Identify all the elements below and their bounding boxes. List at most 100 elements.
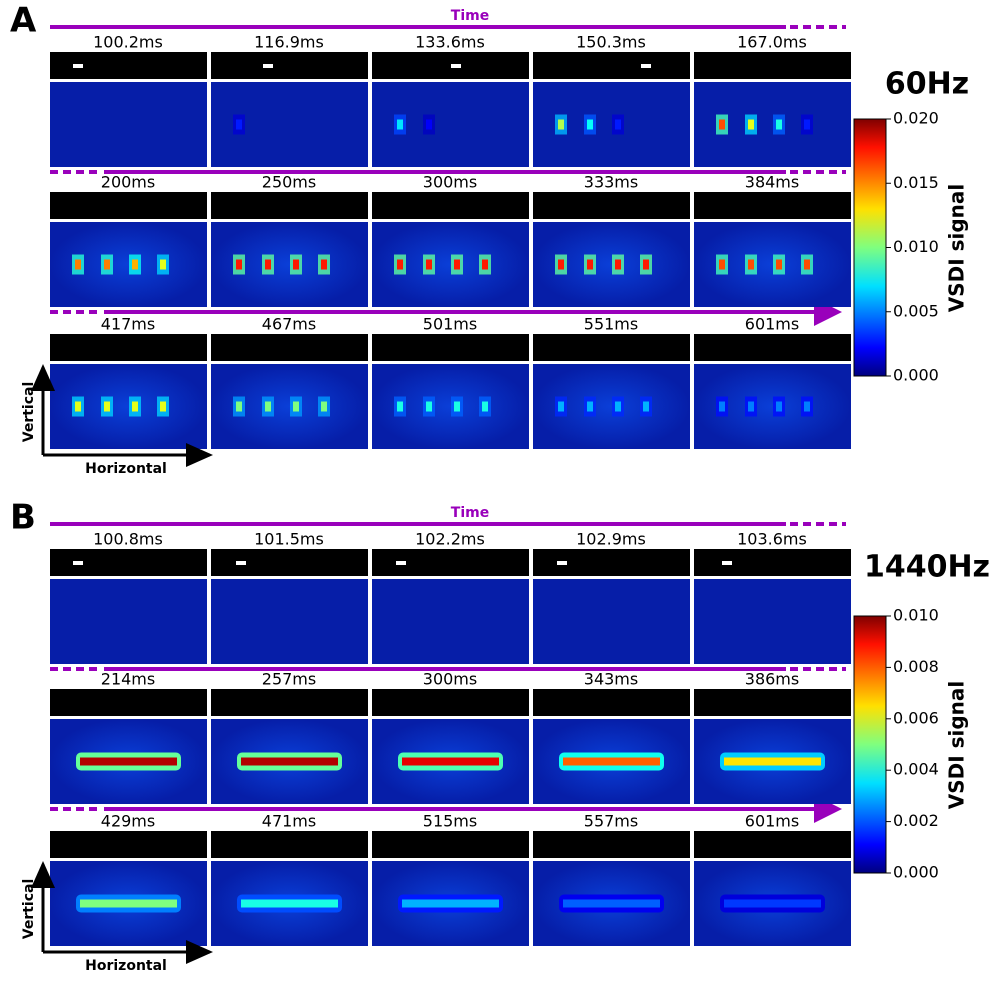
vsdi-spot	[719, 259, 725, 270]
panel: A Time 100.2ms 116.9ms 133.6ms 150.3ms 167.0ms…	[10, 1, 969, 478]
vsdi-spot	[643, 401, 649, 412]
vsdi-spot	[615, 401, 621, 412]
stimulus-frame	[694, 52, 851, 79]
colorbar-tick-label: 0.010	[893, 237, 939, 256]
stimulus-dash	[557, 561, 567, 565]
vsdi-spot	[426, 119, 432, 130]
vsdi-spot	[748, 119, 754, 130]
colorbar-tick-label: 0.004	[893, 760, 939, 779]
vsdi-spot	[719, 119, 725, 130]
vsdi-spot	[293, 401, 299, 412]
horizontal-label: Horizontal	[85, 958, 167, 974]
stimulus-frame	[694, 334, 851, 361]
frequency-label: 1440Hz	[864, 550, 990, 585]
frame-time: 343ms	[584, 670, 638, 689]
vsdi-spot	[397, 259, 403, 270]
frame-time: 257ms	[262, 670, 316, 689]
stimulus-frame	[694, 689, 851, 716]
frame-time: 102.9ms	[576, 530, 646, 549]
frame-time: 467ms	[262, 315, 316, 334]
vsdi-spot	[776, 119, 782, 130]
vsdi-spot	[615, 119, 621, 130]
stimulus-dash	[641, 64, 651, 68]
stimulus-dash	[396, 561, 406, 565]
stimulus-dash	[236, 561, 246, 565]
vsdi-spot	[587, 401, 593, 412]
stimulus-dash	[722, 561, 732, 565]
vsdi-bar	[724, 757, 821, 766]
colorbar-tick-label: 0.010	[893, 606, 939, 625]
vsdi-spot	[643, 259, 649, 270]
vsdi-spot	[587, 259, 593, 270]
frame-time: 103.6ms	[737, 530, 807, 549]
vsdi-spot	[804, 401, 810, 412]
stimulus-frame	[533, 192, 690, 219]
stimulus-frame	[694, 549, 851, 576]
vsdi-spot	[748, 259, 754, 270]
frequency-label: 60Hz	[885, 67, 969, 102]
vsdi-bar	[80, 899, 177, 908]
stimulus-frame	[372, 689, 529, 716]
frame-time: 200ms	[101, 173, 155, 192]
vsdi-spot	[558, 259, 564, 270]
vsdi-map	[211, 579, 368, 664]
vsdi-map	[533, 579, 690, 664]
frame-time: 471ms	[262, 812, 316, 831]
frame-time: 102.2ms	[415, 530, 485, 549]
stimulus-frame	[694, 831, 851, 858]
colorbar	[853, 615, 887, 874]
vsdi-spot	[132, 401, 138, 412]
vsdi-bar	[402, 899, 499, 908]
vsdi-map	[50, 579, 207, 664]
colorbar-tick-label: 0.002	[893, 811, 939, 830]
vsdi-spot	[748, 401, 754, 412]
colorbar-tick-label: 0.015	[893, 173, 939, 192]
stimulus-frame	[372, 52, 529, 79]
stimulus-frame	[533, 689, 690, 716]
stimulus-frame	[533, 52, 690, 79]
stimulus-frame	[533, 831, 690, 858]
vsdi-spot	[776, 401, 782, 412]
vsdi-spot	[804, 259, 810, 270]
frame-time: 300ms	[423, 670, 477, 689]
frame-time: 100.2ms	[93, 33, 163, 52]
colorbar	[853, 118, 887, 377]
frame-time: 101.5ms	[254, 530, 324, 549]
vsdi-spot	[397, 119, 403, 130]
vsdi-bar	[241, 757, 338, 766]
colorbar-tick-label: 0.005	[893, 301, 939, 320]
vsdi-spot	[719, 401, 725, 412]
vsdi-spot	[426, 259, 432, 270]
stimulus-frame	[50, 192, 207, 219]
frame-time: 250ms	[262, 173, 316, 192]
stimulus-frame	[50, 334, 207, 361]
vertical-label: Vertical	[21, 382, 37, 443]
frame-time: 116.9ms	[254, 33, 324, 52]
stimulus-frame	[211, 549, 368, 576]
stimulus-frame	[50, 831, 207, 858]
frame-time: 417ms	[101, 315, 155, 334]
stimulus-frame	[372, 831, 529, 858]
vsdi-spot	[236, 259, 242, 270]
vsdi-bar	[241, 899, 338, 908]
vsdi-spot	[426, 401, 432, 412]
vsdi-spot	[265, 401, 271, 412]
time-label: Time	[451, 505, 489, 521]
frame-time: 133.6ms	[415, 33, 485, 52]
frame-time: 601ms	[745, 315, 799, 334]
vsdi-bar	[563, 899, 660, 908]
frame-time: 557ms	[584, 812, 638, 831]
frame-time: 601ms	[745, 812, 799, 831]
frame-time: 551ms	[584, 315, 638, 334]
panel: B Time 100.8ms 101.5ms 102.2ms 102.9ms 103.6ms…	[10, 498, 990, 975]
stimulus-frame	[533, 334, 690, 361]
vsdi-spot	[236, 401, 242, 412]
frame-time: 429ms	[101, 812, 155, 831]
vsdi-spot	[558, 401, 564, 412]
frame-time: 384ms	[745, 173, 799, 192]
frame-time: 100.8ms	[93, 530, 163, 549]
stimulus-frame	[211, 334, 368, 361]
horizontal-label: Horizontal	[85, 461, 167, 477]
stimulus-frame	[372, 334, 529, 361]
vsdi-spot	[558, 119, 564, 130]
